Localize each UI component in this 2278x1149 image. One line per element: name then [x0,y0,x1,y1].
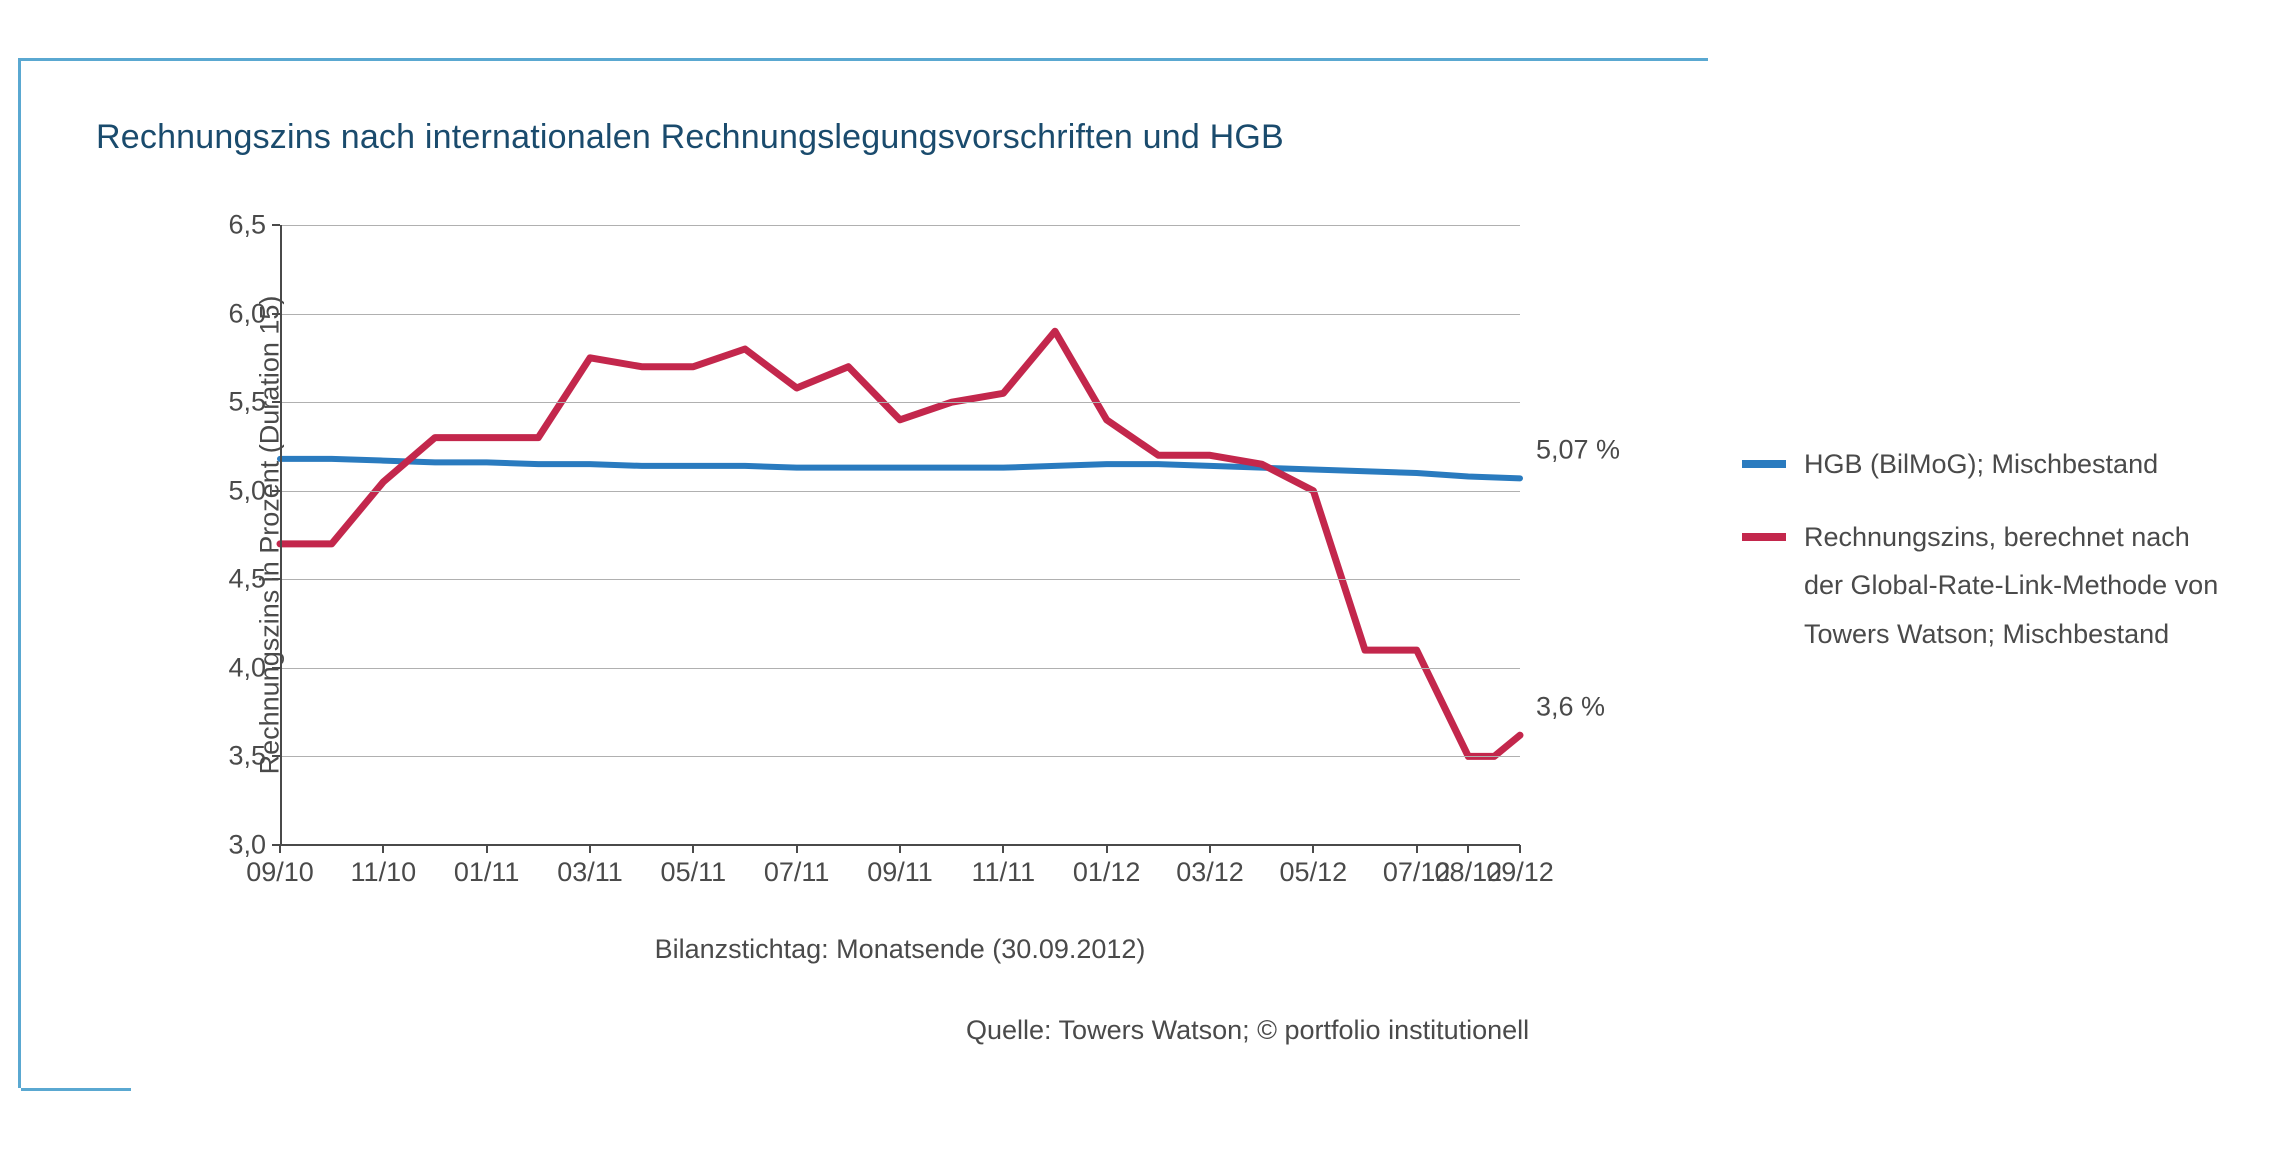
x-tick-mark [899,845,901,853]
gridline [280,225,1520,226]
x-tick-mark [589,845,591,853]
legend-swatch [1742,460,1786,468]
y-tick-label: 3,5 [228,741,266,772]
series-line-1 [280,331,1520,756]
x-tick-label: 11/10 [351,857,417,888]
series-end-label-0: 5,07 % [1536,435,1620,466]
series-end-label-1: 3,6 % [1536,692,1605,723]
y-tick-mark [272,490,280,492]
y-tick-label: 6,0 [228,298,266,329]
y-tick-label: 4,0 [228,652,266,683]
gridline [280,491,1520,492]
x-tick-label: 07/11 [764,857,830,888]
gridline [280,668,1520,669]
gridline [280,314,1520,315]
y-tick-label: 6,5 [228,210,266,241]
x-tick-label: 09/10 [246,857,314,888]
y-tick-label: 4,5 [228,564,266,595]
x-tick-mark [1106,845,1108,853]
y-tick-mark [272,578,280,580]
x-tick-mark [1467,845,1469,853]
plot-area: Rechnungszins in Prozent (Duration 15) B… [280,225,1520,845]
x-tick-label: 09/12 [1486,857,1554,888]
x-axis-label: Bilanzstichtag: Monatsende (30.09.2012) [655,934,1146,965]
gridline [280,402,1520,403]
x-tick-mark [1209,845,1211,853]
y-tick-label: 3,0 [228,830,266,861]
x-tick-label: 03/11 [557,857,623,888]
x-tick-mark [486,845,488,853]
chart-title: Rechnungszins nach internationalen Rechn… [96,118,1284,157]
gridline [280,756,1520,757]
legend-item-1: Rechnungszins, berechnet nach der Global… [1742,513,2232,659]
y-tick-mark [272,401,280,403]
x-tick-mark [692,845,694,853]
x-tick-mark [1002,845,1004,853]
x-tick-label: 05/12 [1280,857,1348,888]
y-tick-mark [272,224,280,226]
x-tick-label: 01/12 [1073,857,1141,888]
x-tick-label: 05/11 [661,857,727,888]
x-tick-mark [1519,845,1521,853]
series-line-0 [280,459,1520,478]
x-tick-label: 09/11 [867,857,933,888]
y-tick-mark [272,755,280,757]
y-tick-label: 5,0 [228,475,266,506]
x-tick-label: 11/11 [972,857,1036,888]
legend-label: HGB (BilMoG); Mischbestand [1804,440,2158,489]
gridline [280,579,1520,580]
series-svg [280,225,1520,845]
x-tick-mark [382,845,384,853]
x-tick-mark [1416,845,1418,853]
y-tick-mark [272,313,280,315]
y-axis-line [280,225,282,845]
y-tick-label: 5,5 [228,387,266,418]
y-tick-mark [272,667,280,669]
x-tick-label: 01/11 [454,857,520,888]
legend: HGB (BilMoG); Mischbestand Rechnungszins,… [1742,440,2232,682]
x-tick-mark [1312,845,1314,853]
legend-swatch [1742,533,1786,541]
legend-label: Rechnungszins, berechnet nach der Global… [1804,513,2232,659]
legend-item-0: HGB (BilMoG); Mischbestand [1742,440,2232,489]
x-tick-mark [796,845,798,853]
x-tick-mark [279,845,281,853]
source-text: Quelle: Towers Watson; © portfolio insti… [966,1015,1529,1046]
x-tick-label: 03/12 [1176,857,1244,888]
